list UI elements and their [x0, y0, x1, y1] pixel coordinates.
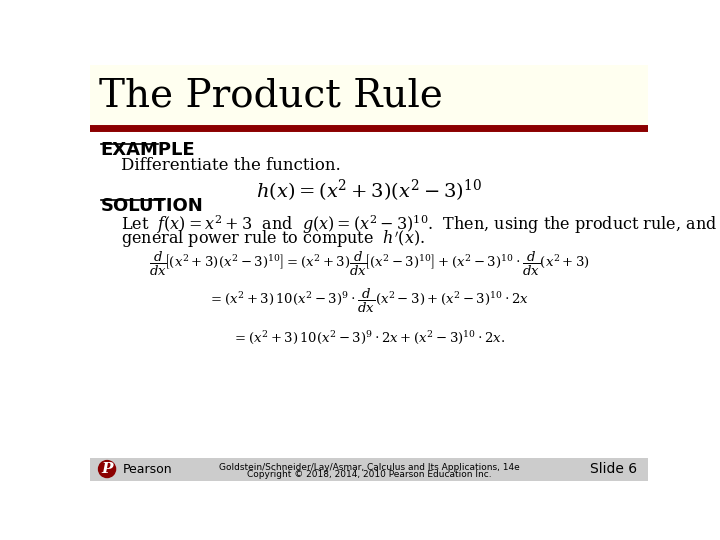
Text: general power rule to compute  $h'(x)$.: general power rule to compute $h'(x)$.	[121, 229, 425, 250]
Text: Copyright © 2018, 2014, 2010 Pearson Education Inc.: Copyright © 2018, 2014, 2010 Pearson Edu…	[247, 470, 491, 479]
Text: $=(x^2+3)\,10(x^2-3)^{9}\cdot\dfrac{d}{dx}(x^2-3)+(x^2-3)^{10}\cdot 2x$: $=(x^2+3)\,10(x^2-3)^{9}\cdot\dfrac{d}{d…	[209, 287, 529, 315]
Text: Let  $f(x)= x^2+3$  and  $g(x)=(x^2-3)^{10}$.  Then, using the product rule, and: Let $f(x)= x^2+3$ and $g(x)=(x^2-3)^{10}…	[121, 213, 720, 236]
Circle shape	[99, 461, 116, 477]
Text: Differentiate the function.: Differentiate the function.	[121, 157, 341, 174]
Text: Goldstein/Schneider/Lay/Asmar, Calculus and Its Applications, 14e: Goldstein/Schneider/Lay/Asmar, Calculus …	[219, 463, 519, 472]
Text: $\dfrac{d}{dx}\!\left[(x^2+3)(x^2-3)^{10}\right]=(x^2+3)\dfrac{d}{dx}\!\left[(x^: $\dfrac{d}{dx}\!\left[(x^2+3)(x^2-3)^{10…	[148, 249, 590, 278]
FancyBboxPatch shape	[90, 65, 648, 126]
Text: EXAMPLE: EXAMPLE	[101, 141, 195, 159]
Text: The Product Rule: The Product Rule	[99, 77, 444, 114]
Text: $h(x) = (x^2+3)(x^2-3)^{10}$: $h(x) = (x^2+3)(x^2-3)^{10}$	[256, 178, 482, 204]
Text: Slide 6: Slide 6	[590, 462, 637, 476]
Text: P: P	[102, 462, 113, 476]
Text: SOLUTION: SOLUTION	[101, 197, 204, 215]
FancyBboxPatch shape	[90, 457, 648, 481]
Text: Pearson: Pearson	[122, 463, 172, 476]
Text: $=(x^2+3)\,10(x^2-3)^{9}\cdot 2x+(x^2-3)^{10}\cdot 2x.$: $=(x^2+3)\,10(x^2-3)^{9}\cdot 2x+(x^2-3)…	[233, 329, 505, 346]
